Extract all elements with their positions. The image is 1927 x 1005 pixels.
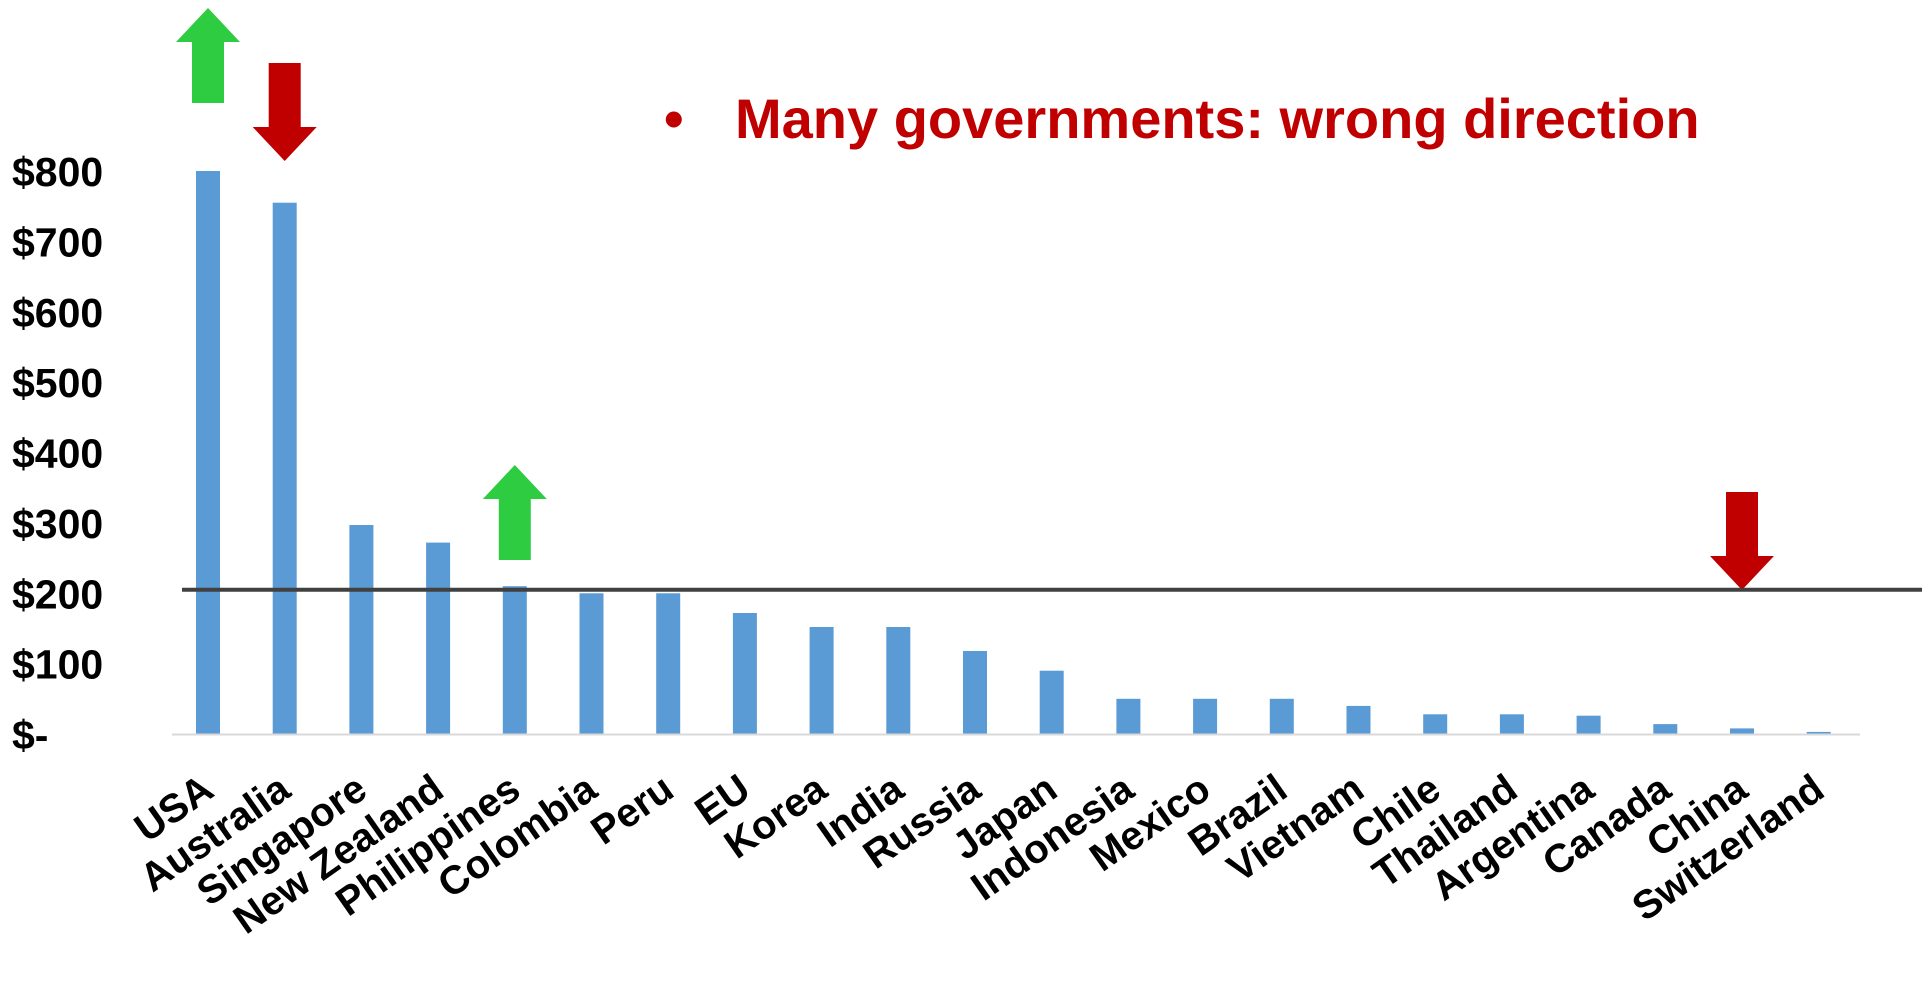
bar-colombia: [579, 593, 604, 735]
bar-korea: [809, 627, 834, 734]
y-tick-label: $300: [12, 501, 103, 547]
y-tick-label: $200: [12, 571, 103, 617]
bar-eu: [732, 613, 757, 734]
bar-canada: [1653, 724, 1678, 734]
x-tick-label: Peru: [583, 766, 681, 853]
bar-australia: [272, 202, 297, 734]
down-arrow-icon-australia: [252, 63, 317, 161]
bar-switzerland: [1806, 731, 1831, 734]
bar-brazil: [1269, 698, 1294, 734]
bar-singapore: [349, 525, 374, 734]
annotation-bullet: •: [664, 87, 684, 150]
bar-philippines: [502, 586, 527, 734]
bar-thailand: [1499, 714, 1524, 734]
bar-new-zealand: [426, 542, 451, 734]
y-tick-label: $500: [12, 360, 103, 406]
bar-mexico: [1193, 698, 1218, 734]
bar-india: [886, 627, 911, 734]
up-arrow-icon-usa: [176, 8, 240, 103]
bar-peru: [656, 593, 681, 735]
annotation-text: Many governments: wrong direction: [735, 87, 1700, 150]
y-axis-tick-labels: $- $100 $200 $300 $400 $500 $600 $700 $800: [12, 149, 103, 758]
down-arrow-icon-china: [1710, 492, 1774, 590]
bar-chile: [1423, 714, 1448, 734]
y-tick-label: $100: [12, 642, 103, 688]
y-tick-label: $800: [12, 149, 103, 195]
y-tick-label: $700: [12, 219, 103, 265]
bar-russia: [963, 651, 987, 734]
y-tick-label: $-: [12, 712, 48, 758]
y-tick-label: $400: [12, 431, 103, 477]
bar-china: [1730, 728, 1754, 734]
bar-japan: [1039, 670, 1064, 734]
bar-vietnam: [1346, 705, 1371, 734]
up-arrow-icon-philippines: [482, 465, 547, 560]
arrow-markers: [176, 8, 1774, 590]
bars: [196, 171, 1831, 735]
y-tick-label: $600: [12, 290, 103, 336]
bar-argentina: [1576, 715, 1601, 734]
bar-indonesia: [1116, 698, 1141, 734]
bar-usa: [196, 171, 220, 734]
